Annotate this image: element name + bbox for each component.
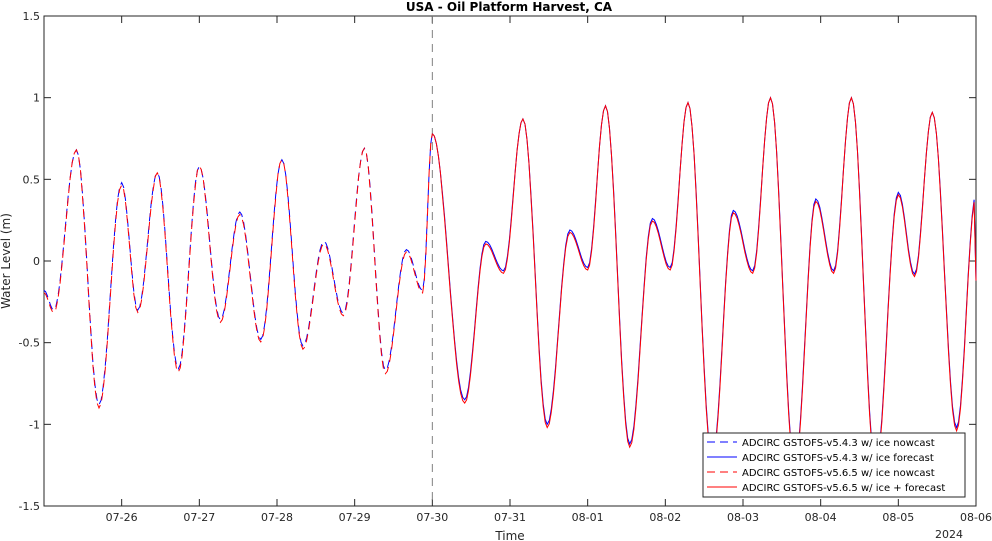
y-tick-label: -1.5	[19, 500, 40, 513]
y-tick-label: 1.5	[23, 10, 41, 23]
chart-title: USA - Oil Platform Harvest, CA	[406, 0, 613, 14]
x-tick-label: 07-27	[183, 511, 215, 524]
x-tick-label: 07-29	[339, 511, 371, 524]
series-red-forecast	[431, 96, 977, 470]
legend-label-1: ADCIRC GSTOFS-v5.4.3 w/ ice forecast	[742, 453, 934, 464]
series-red-nowcast	[43, 133, 433, 410]
legend-label-0: ADCIRC GSTOFS-v5.4.3 w/ ice nowcast	[742, 438, 935, 449]
legend-box	[702, 432, 966, 498]
series-layer	[43, 96, 977, 470]
x-tick-label: 08-03	[727, 511, 759, 524]
x-axis-title: Time	[494, 529, 524, 541]
x-tick-label: 07-30	[416, 511, 448, 524]
x-tick-label: 08-04	[805, 511, 837, 524]
plot-area	[43, 15, 977, 507]
y-axis-title: Water Level (m)	[0, 213, 13, 309]
x-tick-label: 07-26	[106, 511, 138, 524]
x-tick-label: 07-28	[261, 511, 293, 524]
y-tick-label: -0.5	[19, 337, 40, 350]
legend-label-3: ADCIRC GSTOFS-v5.6.5 w/ ice + forecast	[742, 483, 945, 494]
year-label: 2024	[935, 528, 963, 541]
y-tick-label: 0.5	[23, 173, 41, 186]
y-tick-label: 0	[33, 255, 40, 268]
x-tick-label: 08-05	[882, 511, 914, 524]
x-tick-label: 08-06	[960, 511, 992, 524]
x-tick-label: 08-02	[649, 511, 681, 524]
x-tick-label: 07-31	[494, 511, 526, 524]
y-axis: 1.5 1 0.5 0 -0.5 -1 -1.5	[19, 10, 976, 513]
y-tick-label: -1	[29, 418, 40, 431]
legend: ADCIRC GSTOFS-v5.4.3 w/ ice nowcast ADCI…	[702, 432, 966, 498]
y-tick-label: 1	[33, 92, 40, 105]
x-axis: 07-26 07-27 07-28 07-29 07-30 07-31 08-01 08-02…	[106, 16, 992, 524]
x-tick-label: 08-01	[572, 511, 604, 524]
legend-label-2: ADCIRC GSTOFS-v5.6.5 w/ ice nowcast	[742, 468, 935, 479]
